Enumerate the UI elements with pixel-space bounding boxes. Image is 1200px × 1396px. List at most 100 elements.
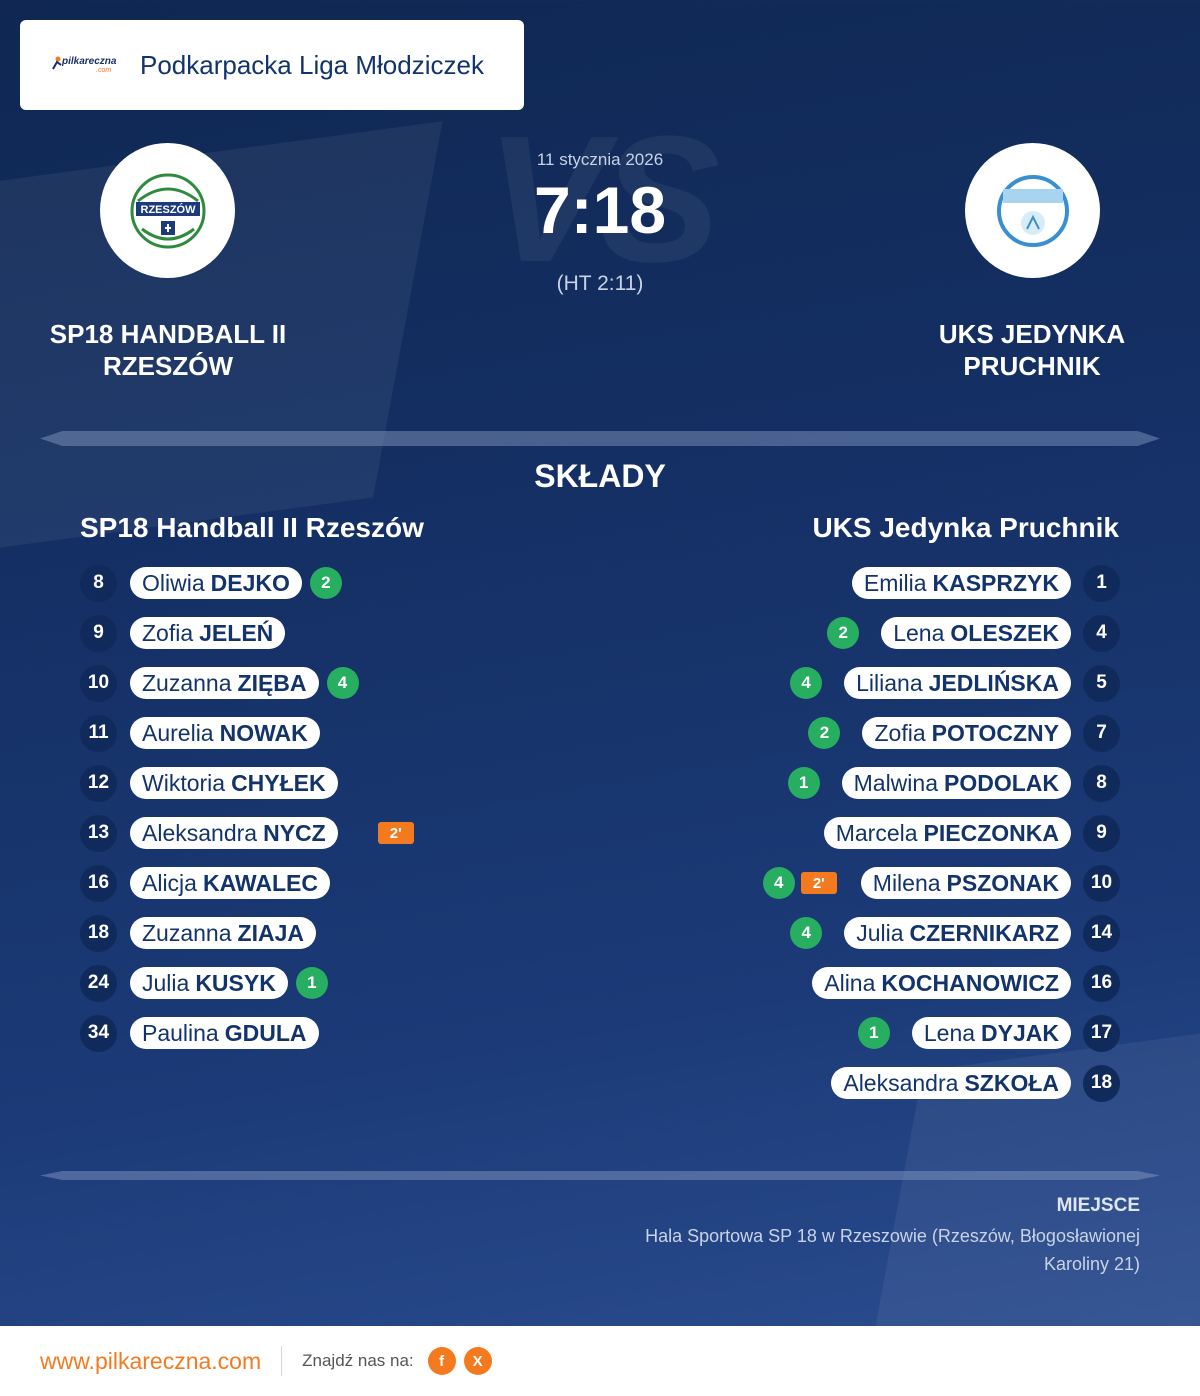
player-name-pill[interactable]: Oliwia DEJKO (130, 567, 302, 599)
player-name-pill[interactable]: Liliana JEDLIŃSKA (844, 667, 1071, 699)
venue-label: MIEJSCE (1056, 1195, 1140, 1216)
player-last-name: PODOLAK (944, 769, 1059, 796)
player-first-name: Lena (893, 619, 945, 646)
vs-watermark: VS (485, 99, 720, 300)
handball-player-icon (52, 56, 62, 70)
player-name-pill[interactable]: Malwina PODOLAK (841, 767, 1071, 799)
player-row[interactable]: 9 Zofia JELEŃ (80, 608, 414, 658)
player-row[interactable]: 24 Julia KUSYK 1 (80, 958, 414, 1008)
site-logo-sub: .com (96, 67, 112, 74)
player-first-name: Aleksandra (843, 1069, 959, 1096)
player-first-name: Wiktoria (142, 769, 226, 796)
player-row[interactable]: 12 Wiktoria CHYŁEK (80, 758, 414, 808)
player-row[interactable]: 10 Zuzanna ZIĘBA 4 (80, 658, 414, 708)
player-row[interactable]: 11 Aurelia NOWAK (80, 708, 414, 758)
player-number: 18 (80, 914, 117, 952)
league-header[interactable]: pilkareczna .com Podkarpacka Liga Młodzi… (20, 20, 524, 110)
player-name-pill[interactable]: Lena DYJAK (911, 1017, 1071, 1049)
player-first-name: Zuzanna (142, 919, 232, 946)
player-name-pill[interactable]: Zuzanna ZIAJA (130, 917, 316, 949)
player-name-pill[interactable]: Emilia KASPRZYK (851, 567, 1071, 599)
player-last-name: NYCZ (263, 819, 326, 846)
footer-find-us: Znajdź nas na: (302, 1351, 414, 1370)
player-name-pill[interactable]: Aurelia NOWAK (130, 717, 320, 749)
player-number: 8 (1083, 764, 1120, 802)
player-name-pill[interactable]: Aleksandra SZKOŁA (831, 1067, 1071, 1099)
player-row[interactable]: 18 Zuzanna ZIAJA (80, 908, 414, 958)
player-number: 10 (80, 664, 117, 702)
player-last-name: ZIĘBA (237, 669, 307, 696)
player-last-name: ZIAJA (237, 919, 304, 946)
player-name-pill[interactable]: Wiktoria CHYŁEK (130, 767, 338, 799)
player-last-name: KOCHANOWICZ (881, 969, 1059, 996)
home-lineup-list: 8 Oliwia DEJKO 2 9 Zofia JELEŃ 10 Zuzanna ZIĘBA 4 1… (80, 558, 414, 1058)
x-icon[interactable]: X (463, 1347, 492, 1375)
home-team-name[interactable]: SP18 HANDBALL II RZESZÓW (49, 319, 287, 381)
divider (40, 1171, 1160, 1180)
player-first-name: Alina (824, 969, 876, 996)
home-team-crest[interactable]: RZESZÓW (100, 143, 235, 278)
player-row[interactable]: 1 Lena DYJAK 17 (763, 1008, 1120, 1058)
player-row[interactable]: Emilia KASPRZYK 1 (763, 558, 1120, 608)
player-name-pill[interactable]: Paulina GDULA (130, 1017, 319, 1049)
goals-badge: 4 (762, 867, 795, 899)
player-row[interactable]: 2 Zofia POTOCZNY 7 (763, 708, 1120, 758)
player-last-name: KUSYK (195, 969, 276, 996)
league-name: Podkarpacka Liga Młodziczek (140, 49, 484, 80)
away-team-crest[interactable] (965, 143, 1100, 278)
player-name-pill[interactable]: Zofia POTOCZNY (862, 717, 1071, 749)
player-number: 16 (80, 864, 117, 902)
player-first-name: Aleksandra (142, 819, 258, 846)
player-last-name: SZKOŁA (964, 1069, 1059, 1096)
facebook-icon[interactable]: f (427, 1347, 456, 1375)
player-row[interactable]: 34 Paulina GDULA (80, 1008, 414, 1058)
match-score: 7:18 (533, 173, 667, 247)
player-row[interactable]: Alina KOCHANOWICZ 16 (763, 958, 1120, 1008)
player-first-name: Zuzanna (142, 669, 232, 696)
player-number: 16 (1083, 964, 1120, 1002)
player-name-pill[interactable]: Marcela PIECZONKA (823, 817, 1071, 849)
player-last-name: PIECZONKA (923, 819, 1059, 846)
player-first-name: Aurelia (142, 719, 214, 746)
player-name-pill[interactable]: Zofia JELEŃ (130, 617, 286, 649)
player-row[interactable]: 2 Lena OLESZEK 4 (763, 608, 1120, 658)
player-name-pill[interactable]: Lena OLESZEK (881, 617, 1071, 649)
player-row[interactable]: 1 Malwina PODOLAK 8 (763, 758, 1120, 808)
player-row[interactable]: 4 2' Milena PSZONAK 10 (762, 858, 1120, 908)
player-last-name: CHYŁEK (231, 769, 326, 796)
player-number: 18 (1083, 1064, 1120, 1102)
away-team-name[interactable]: UKS JEDYNKA PRUCHNIK (938, 319, 1126, 381)
player-last-name: PSZONAK (946, 869, 1059, 896)
player-last-name: CZERNIKARZ (909, 919, 1060, 946)
player-row[interactable]: 16 Alicja KAWALEC (80, 858, 414, 908)
home-crest-text: RZESZÓW (140, 203, 196, 216)
player-number: 9 (80, 614, 117, 652)
player-name-pill[interactable]: Julia KUSYK (130, 967, 288, 999)
player-name-pill[interactable]: Alina KOCHANOWICZ (812, 967, 1071, 999)
divider (40, 431, 1160, 446)
player-row[interactable]: 4 Julia CZERNIKARZ 14 (763, 908, 1120, 958)
player-row[interactable]: 4 Liliana JEDLIŃSKA 5 (763, 658, 1120, 708)
footer-website-link[interactable]: www.pilkareczna.com (40, 1347, 262, 1374)
player-last-name: POTOCZNY (931, 719, 1059, 746)
footer-separator (281, 1346, 283, 1376)
player-first-name: Julia (856, 919, 904, 946)
player-row[interactable]: Marcela PIECZONKA 9 (763, 808, 1120, 858)
player-name-pill[interactable]: Julia CZERNIKARZ (844, 917, 1071, 949)
player-last-name: GDULA (224, 1019, 307, 1046)
player-name-pill[interactable]: Zuzanna ZIĘBA (130, 667, 319, 699)
player-number: 13 (80, 814, 117, 852)
player-name-pill[interactable]: Aleksandra NYCZ (130, 817, 338, 849)
player-first-name: Liliana (856, 669, 923, 696)
player-name-pill[interactable]: Milena PSZONAK (860, 867, 1071, 899)
player-name-pill[interactable]: Alicja KAWALEC (130, 867, 330, 899)
player-row[interactable]: 13 Aleksandra NYCZ 2' (80, 808, 414, 858)
player-row[interactable]: Aleksandra SZKOŁA 18 (763, 1058, 1120, 1108)
away-crest-icon (996, 174, 1069, 247)
player-row[interactable]: 8 Oliwia DEJKO 2 (80, 558, 414, 608)
player-first-name: Malwina (853, 769, 938, 796)
player-last-name: KAWALEC (202, 869, 318, 896)
goals-badge: 4 (790, 917, 823, 949)
player-first-name: Zofia (874, 719, 926, 746)
player-first-name: Marcela (835, 819, 918, 846)
